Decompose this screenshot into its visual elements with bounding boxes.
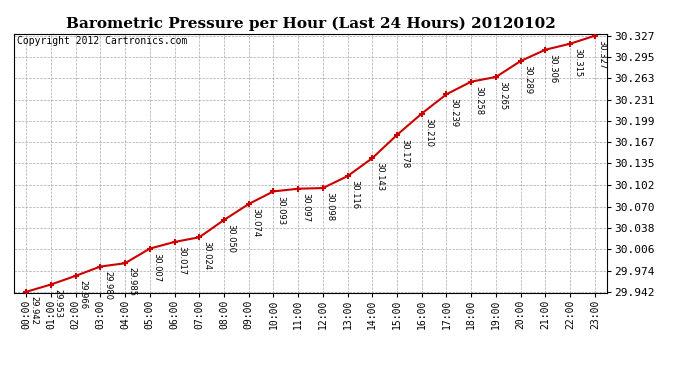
- Text: 30.143: 30.143: [375, 162, 384, 191]
- Text: 30.097: 30.097: [301, 193, 310, 222]
- Text: 29.953: 29.953: [54, 289, 63, 318]
- Text: 30.239: 30.239: [449, 99, 458, 128]
- Text: 29.942: 29.942: [29, 296, 38, 325]
- Text: 30.306: 30.306: [548, 54, 557, 83]
- Text: 30.007: 30.007: [152, 253, 161, 282]
- Text: 30.093: 30.093: [276, 195, 285, 225]
- Text: 30.178: 30.178: [400, 139, 408, 168]
- Text: 30.017: 30.017: [177, 246, 186, 275]
- Text: 30.289: 30.289: [524, 65, 533, 94]
- Text: 30.315: 30.315: [573, 48, 582, 77]
- Text: 29.980: 29.980: [103, 271, 112, 300]
- Text: 30.098: 30.098: [326, 192, 335, 221]
- Title: Barometric Pressure per Hour (Last 24 Hours) 20120102: Barometric Pressure per Hour (Last 24 Ho…: [66, 17, 555, 31]
- Text: 30.024: 30.024: [202, 242, 211, 270]
- Text: 30.327: 30.327: [598, 40, 607, 69]
- Text: 30.116: 30.116: [351, 180, 359, 209]
- Text: 30.050: 30.050: [227, 224, 236, 253]
- Text: 29.985: 29.985: [128, 267, 137, 296]
- Text: 30.074: 30.074: [251, 208, 260, 237]
- Text: 30.265: 30.265: [499, 81, 508, 110]
- Text: 30.210: 30.210: [424, 118, 433, 147]
- Text: Copyright 2012 Cartronics.com: Copyright 2012 Cartronics.com: [17, 36, 187, 46]
- Text: 29.966: 29.966: [79, 280, 88, 309]
- Text: 30.258: 30.258: [474, 86, 483, 115]
